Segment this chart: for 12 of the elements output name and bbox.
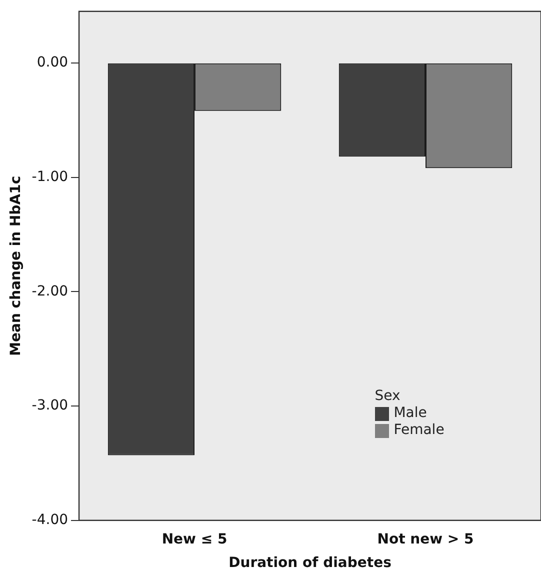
y-axis-title: Mean change in HbA1c [8, 176, 24, 356]
x-tick-label: Not new > 5 [377, 531, 474, 548]
y-tick-label: -2.00 [32, 283, 68, 300]
x-tick-label: New ≤ 5 [162, 531, 228, 548]
legend-label: Female [394, 422, 444, 440]
y-tick-label: -4.00 [32, 512, 68, 528]
legend-label: Male [394, 405, 427, 422]
legend-title: Sex [374, 388, 402, 406]
y-tick-label: -3.00 [32, 398, 68, 414]
y-tick-label: 0.00 [36, 54, 68, 71]
y-tick-label: -1.00 [32, 168, 68, 185]
x-axis-title: Duration of diabetes [228, 555, 392, 572]
